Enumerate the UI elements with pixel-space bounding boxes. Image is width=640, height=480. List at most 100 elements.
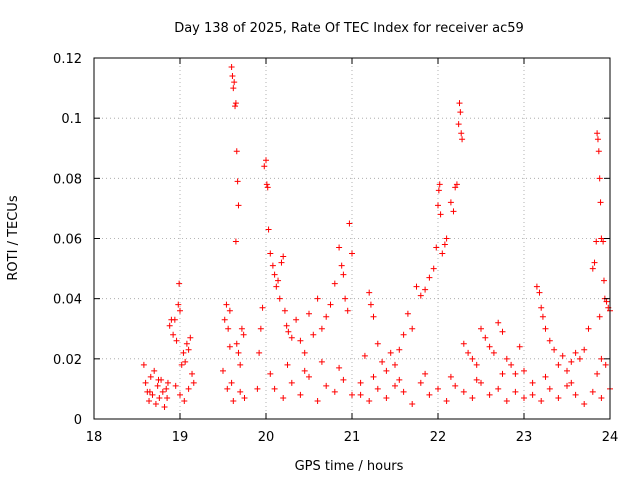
data-point bbox=[460, 388, 467, 395]
data-point bbox=[269, 262, 276, 269]
y-tick-label: 0.02 bbox=[53, 353, 82, 368]
data-point bbox=[600, 238, 607, 245]
data-point bbox=[598, 394, 605, 401]
data-point bbox=[603, 298, 610, 305]
data-point bbox=[404, 310, 411, 317]
data-point bbox=[435, 187, 442, 194]
data-point bbox=[166, 322, 173, 329]
data-point bbox=[392, 361, 398, 368]
data-point bbox=[275, 277, 282, 284]
data-point bbox=[229, 73, 236, 80]
data-point bbox=[512, 388, 519, 395]
data-point bbox=[469, 355, 476, 362]
data-point bbox=[589, 265, 596, 272]
data-point bbox=[460, 340, 467, 347]
data-point bbox=[436, 181, 443, 188]
data-point bbox=[232, 103, 239, 110]
x-axis-label: GPS time / hours bbox=[295, 459, 404, 474]
data-point bbox=[437, 211, 444, 218]
data-point bbox=[177, 307, 183, 314]
data-point bbox=[370, 313, 377, 320]
data-point bbox=[512, 370, 519, 377]
data-point bbox=[478, 379, 484, 386]
y-tick-label: 0.04 bbox=[53, 293, 82, 308]
data-point bbox=[596, 313, 603, 320]
data-point bbox=[529, 391, 536, 398]
data-point bbox=[521, 367, 527, 374]
axis-ticks: 18 19 20 21 22 23 24 0 0.02 0.04 0.06 0.08 0.1 0.12 bbox=[53, 52, 618, 445]
data-point bbox=[374, 385, 381, 392]
data-point bbox=[263, 181, 270, 188]
data-point bbox=[486, 391, 493, 398]
data-point bbox=[288, 379, 295, 386]
data-point bbox=[357, 391, 364, 398]
data-point bbox=[453, 181, 460, 188]
data-point bbox=[576, 355, 583, 362]
data-point bbox=[232, 100, 239, 107]
data-point bbox=[383, 367, 390, 374]
data-point bbox=[417, 292, 424, 299]
data-point bbox=[594, 136, 601, 143]
data-point bbox=[331, 280, 338, 287]
data-point bbox=[256, 349, 263, 356]
data-point bbox=[285, 328, 292, 335]
x-tick-label: 23 bbox=[516, 430, 533, 445]
data-point bbox=[164, 394, 171, 401]
data-point bbox=[441, 241, 448, 248]
x-tick-label: 21 bbox=[344, 430, 361, 445]
data-point bbox=[426, 274, 433, 281]
data-point bbox=[280, 253, 287, 260]
data-point bbox=[181, 397, 188, 404]
data-point bbox=[323, 313, 330, 320]
data-point bbox=[232, 238, 239, 245]
data-point bbox=[568, 358, 575, 365]
data-point bbox=[452, 184, 459, 191]
data-point bbox=[340, 376, 347, 383]
data-point bbox=[564, 367, 570, 374]
data-point bbox=[469, 394, 476, 401]
x-tick-label: 20 bbox=[258, 430, 275, 445]
data-point bbox=[306, 373, 312, 380]
data-point bbox=[400, 388, 407, 395]
data-point bbox=[171, 316, 178, 323]
data-point bbox=[344, 307, 351, 314]
data-point bbox=[336, 244, 343, 251]
data-point bbox=[147, 373, 154, 380]
data-point bbox=[443, 235, 450, 242]
x-tick-label: 19 bbox=[172, 430, 189, 445]
data-point bbox=[370, 373, 377, 380]
data-point bbox=[340, 271, 347, 278]
data-point bbox=[318, 325, 325, 332]
data-point bbox=[597, 199, 604, 206]
data-point bbox=[176, 280, 183, 287]
data-point bbox=[190, 379, 197, 386]
data-point bbox=[600, 277, 607, 284]
data-point bbox=[225, 325, 232, 332]
data-point bbox=[568, 379, 575, 386]
data-point bbox=[433, 244, 440, 251]
data-point bbox=[273, 283, 280, 290]
y-tick-label: 0.08 bbox=[53, 172, 82, 187]
data-point bbox=[349, 250, 355, 257]
data-point bbox=[140, 361, 147, 368]
data-point bbox=[178, 361, 185, 368]
data-point bbox=[288, 334, 295, 341]
data-point bbox=[596, 175, 603, 182]
data-point bbox=[413, 283, 420, 290]
data-point bbox=[159, 388, 166, 395]
data-point bbox=[271, 385, 278, 392]
data-point bbox=[261, 163, 268, 170]
data-point bbox=[559, 352, 566, 359]
data-point bbox=[187, 334, 194, 341]
data-point bbox=[161, 403, 168, 410]
data-point bbox=[267, 370, 274, 377]
data-point bbox=[594, 370, 601, 377]
data-point bbox=[154, 382, 161, 389]
data-point bbox=[189, 370, 196, 377]
data-point bbox=[430, 265, 437, 272]
data-point bbox=[374, 340, 381, 347]
data-point bbox=[400, 331, 407, 338]
data-point bbox=[422, 286, 429, 293]
data-point bbox=[271, 271, 278, 278]
